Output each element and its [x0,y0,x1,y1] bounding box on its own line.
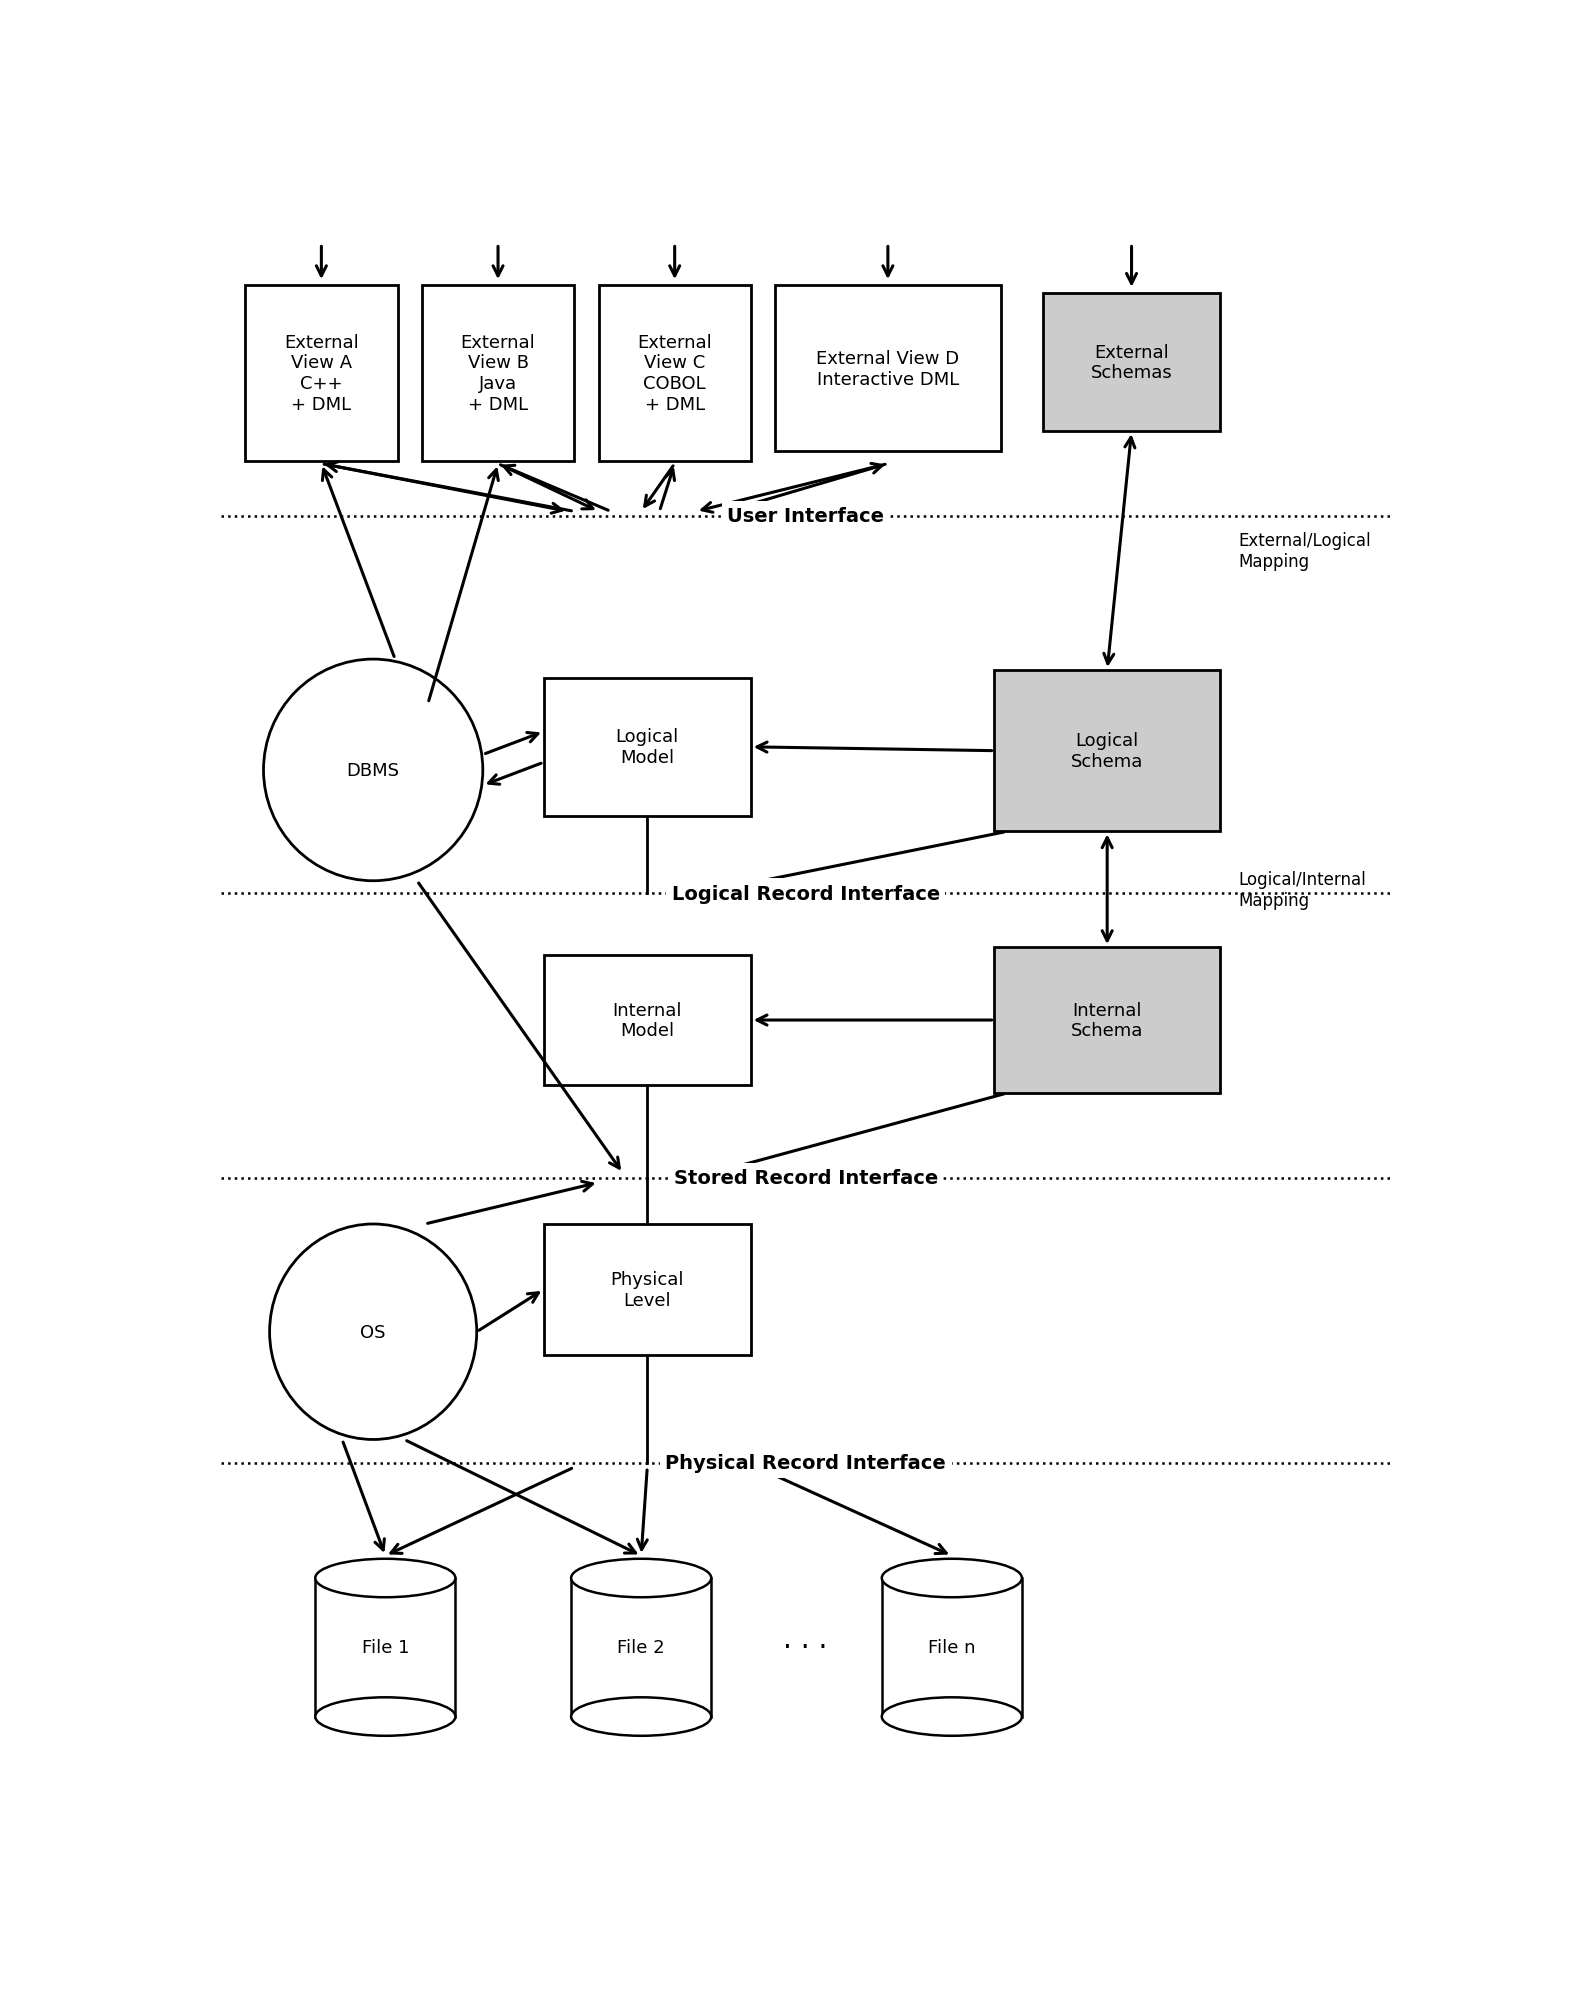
Text: External/Logical
Mapping: External/Logical Mapping [1239,531,1371,571]
Text: File n: File n [927,1638,976,1656]
Bar [316,1578,456,1716]
Bar [1044,294,1220,432]
Ellipse shape [571,1698,711,1736]
Text: Physical Record Interface: Physical Record Interface [665,1453,946,1473]
Bar [544,677,751,817]
Text: Physical
Level: Physical Level [610,1271,684,1309]
Text: OS: OS [360,1323,385,1341]
Bar [421,286,574,462]
Bar [995,671,1220,831]
Bar [544,955,751,1085]
Ellipse shape [264,659,483,881]
Text: · · ·: · · · [783,1634,828,1662]
Ellipse shape [316,1698,456,1736]
Bar [599,286,751,462]
Ellipse shape [316,1558,456,1598]
Text: Logical Record Interface: Logical Record Interface [671,883,940,903]
Text: Internal
Schema: Internal Schema [1071,1001,1143,1039]
Text: External
View A
C++
+ DML: External View A C++ + DML [285,334,358,414]
Bar [995,947,1220,1093]
Text: Internal
Model: Internal Model [613,1001,682,1039]
Bar [544,1225,751,1355]
Ellipse shape [882,1698,1022,1736]
Bar [775,286,1001,452]
Bar [245,286,398,462]
Text: Logical/Internal
Mapping: Logical/Internal Mapping [1239,871,1366,909]
Ellipse shape [882,1558,1022,1598]
Text: Stored Record Interface: Stored Record Interface [673,1169,938,1187]
Bar [571,1578,711,1716]
Text: External View D
Interactive DML: External View D Interactive DML [816,350,959,388]
Text: User Interface: User Interface [728,507,883,525]
Text: Logical
Schema: Logical Schema [1071,731,1143,771]
Text: DBMS: DBMS [347,761,399,779]
Ellipse shape [270,1225,476,1441]
Text: External
View C
COBOL
+ DML: External View C COBOL + DML [637,334,712,414]
Text: File 2: File 2 [618,1638,665,1656]
Text: File 1: File 1 [362,1638,409,1656]
Text: Logical
Model: Logical Model [616,727,679,767]
Text: External
View B
Java
+ DML: External View B Java + DML [461,334,536,414]
Bar [882,1578,1022,1716]
Ellipse shape [571,1558,711,1598]
Text: External
Schemas: External Schemas [1091,344,1173,382]
